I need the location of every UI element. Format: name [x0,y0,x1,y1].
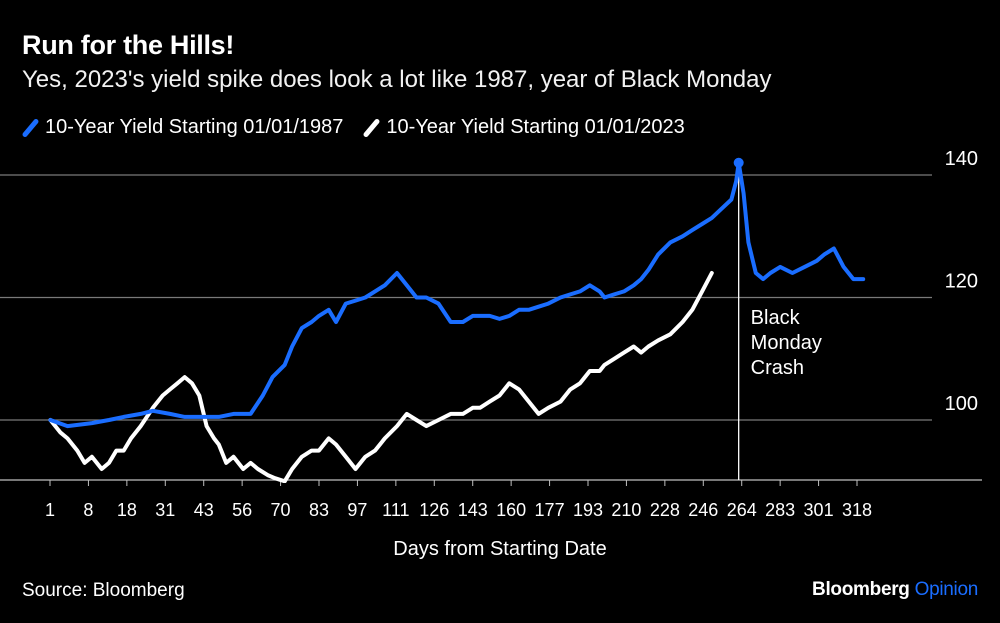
legend-item-2023: 10-Year Yield Starting 01/01/2023 [362,116,685,139]
series-line-1987 [48,160,866,429]
x-tick-label-301: 301 [804,500,834,520]
annotation-layer: Black Monday Crash [738,160,822,480]
x-tick-label-246: 246 [688,500,718,520]
series-line-2023 [48,271,714,483]
x-tick-label-56: 56 [232,500,252,520]
legend-item-1987: 10-Year Yield Starting 01/01/1987 [21,116,344,139]
x-tick-label-318: 318 [842,500,872,520]
x-axis-title: Days from Starting Date [0,538,1000,561]
x-tick-label-18: 18 [117,500,137,520]
x-tick-label-70: 70 [271,500,291,520]
x-tick-label-8: 8 [83,500,93,520]
annotation-text-line-2: Monday [751,332,822,354]
x-tick-label-210: 210 [611,500,641,520]
brand-accent: Opinion [914,579,979,600]
x-axis-title-text: Days from Starting Date [393,538,607,560]
x-tick-label-31: 31 [155,500,175,520]
x-tick-label-228: 228 [650,500,680,520]
x-tick-label-143: 143 [458,500,488,520]
x-tick-label-126: 126 [419,500,449,520]
y-axis: 100 120 140 [945,148,978,415]
legend: 10-Year Yield Starting 01/01/1987 10-Yea… [21,116,705,139]
y-tick-label-140: 140 [945,148,978,170]
brand-logo: Bloomberg Opinion [812,579,978,601]
annotation-text-line-3: Crash [751,357,804,379]
y-tick-label-100: 100 [945,393,978,415]
legend-label-2023: 10-Year Yield Starting 01/01/2023 [386,116,685,138]
x-tick-label-264: 264 [727,500,757,520]
x-tick-label-177: 177 [535,500,565,520]
x-tick-label-43: 43 [194,500,214,520]
chart-title: Run for the Hills! [22,30,235,60]
chart-subtitle: Yes, 2023's yield spike does look a lot … [22,66,772,93]
series-layer [48,157,866,483]
x-tick-label-160: 160 [496,500,526,520]
source-note: Source: Bloomberg [22,580,185,601]
x-tick-label-283: 283 [765,500,795,520]
brand-main: Bloomberg [812,579,910,600]
x-tick-label-193: 193 [573,500,603,520]
legend-label-1987: 10-Year Yield Starting 01/01/1987 [45,116,344,138]
grid-layer [0,174,982,481]
x-axis: 1 8 18 31 43 56 70 83 97 111 126 143 160 177 193 210 228… [45,480,872,520]
y-tick-label-120: 120 [945,271,978,293]
x-tick-label-1: 1 [45,500,55,520]
x-tick-label-111: 111 [382,500,409,520]
x-tick-label-83: 83 [309,500,329,520]
annotation-text-line-1: Black [751,307,801,329]
x-tick-label-97: 97 [347,500,367,520]
series-peak-marker-1987 [733,157,744,168]
